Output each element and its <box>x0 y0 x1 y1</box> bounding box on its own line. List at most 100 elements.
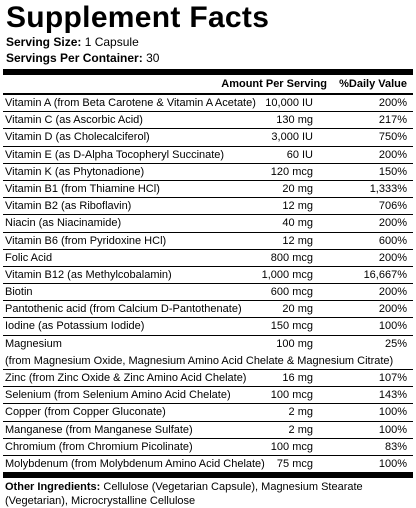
nutrient-amount: 100 mg <box>276 337 313 350</box>
table-row: Magnesium 100 mg 25% (from Magnesium Oxide,… <box>3 336 413 371</box>
nutrient-amount: 3,000 IU <box>271 131 313 144</box>
nutrient-name: Vitamin K (as Phytonadione) <box>5 165 145 178</box>
bottom-divider <box>3 473 413 479</box>
nutrient-daily-value: 100% <box>378 423 407 436</box>
table-row: Manganese (from Manganese Sulfate) 2 mg 10… <box>3 422 413 439</box>
servings-per-container: Servings Per Container: 30 <box>6 50 413 66</box>
servings-per-container-value: 30 <box>146 51 160 65</box>
nutrient-name: Magnesium <box>5 337 62 350</box>
nutrient-amount: 75 mcg <box>276 457 313 470</box>
nutrient-name: Pantothenic acid (from Calcium D-Pantoth… <box>5 303 242 316</box>
table-row: Chromium (from Chromium Picolinate) 100 m… <box>3 439 413 456</box>
table-row: Biotin 600 mcg 200% <box>3 284 413 302</box>
nutrient-amount: 100 mcg <box>270 440 313 453</box>
nutrient-daily-value: 1,333% <box>369 182 407 195</box>
nutrient-name: Vitamin B1 (from Thiamine HCl) <box>5 182 160 195</box>
nutrient-name: Vitamin C (as Ascorbic Acid) <box>5 114 143 127</box>
nutrient-amount: 12 mg <box>282 234 313 247</box>
nutrient-name: Selenium (from Selenium Amino Acid Chela… <box>5 389 231 402</box>
nutrient-table: Vitamin A (from Beta Carotene & Vitamin … <box>3 95 413 474</box>
other-ingredients: Other Ingredients: Cellulose (Vegetarian… <box>5 480 413 508</box>
nutrient-name: Vitamin A (from Beta Carotene & Vitamin … <box>5 97 256 109</box>
table-row: Vitamin B2 (as Riboflavin) 12 mg 706% <box>3 198 413 216</box>
nutrient-amount: 10,000 IU <box>265 97 313 109</box>
nutrient-name: Manganese (from Manganese Sulfate) <box>5 423 193 436</box>
nutrient-amount: 40 mg <box>282 217 313 230</box>
other-ingredients-label: Other Ingredients: <box>5 481 101 494</box>
nutrient-daily-value: 100% <box>378 457 407 470</box>
servings-per-container-label: Servings Per Container: <box>6 51 143 65</box>
nutrient-amount: 100 mcg <box>270 389 313 402</box>
thick-divider <box>3 69 413 75</box>
nutrient-name: Chromium (from Chromium Picolinate) <box>5 440 193 453</box>
nutrient-daily-value: 200% <box>378 148 407 161</box>
nutrient-amount: 800 mcg <box>270 251 313 264</box>
header-divider <box>3 93 413 95</box>
nutrient-daily-value: 100% <box>378 320 407 333</box>
table-row: Vitamin B6 (from Pyridoxine HCl) 12 mg 600… <box>3 233 413 250</box>
nutrient-daily-value: 100% <box>378 406 407 419</box>
nutrient-name: Vitamin D (as Cholecalciferol) <box>5 131 150 144</box>
nutrient-name: Niacin (as Niacinamide) <box>5 217 122 230</box>
table-row: Pantothenic acid (from Calcium D-Pantoth… <box>3 301 413 319</box>
nutrient-daily-value: 25% <box>384 337 407 350</box>
daily-value-header: %Daily Value <box>339 78 407 90</box>
amount-header: Amount Per Serving <box>221 78 327 90</box>
table-row: Vitamin E (as D-Alpha Tocopheryl Succina… <box>3 147 413 164</box>
nutrient-amount: 16 mg <box>282 372 313 385</box>
nutrient-daily-value: 200% <box>378 303 407 316</box>
nutrient-daily-value: 706% <box>378 200 407 213</box>
nutrient-daily-value: 143% <box>378 389 407 402</box>
nutrient-daily-value: 600% <box>378 234 407 247</box>
table-row: Iodine (as Potassium Iodide) 150 mcg 100% <box>3 318 413 336</box>
nutrient-amount: 12 mg <box>282 200 313 213</box>
table-row: Vitamin K (as Phytonadione) 120 mcg 150% <box>3 164 413 181</box>
nutrient-name: Vitamin E (as D-Alpha Tocopheryl Succina… <box>5 148 225 161</box>
table-row: Vitamin A (from Beta Carotene & Vitamin … <box>3 95 413 113</box>
nutrient-source: (from Magnesium Oxide, Magnesium Amino A… <box>5 354 394 367</box>
table-row: Vitamin B1 (from Thiamine HCl) 20 mg 1,333… <box>3 181 413 199</box>
nutrient-name: Biotin <box>5 286 33 299</box>
table-row: Vitamin B12 (as Methylcobalamin) 1,000 mc… <box>3 267 413 285</box>
table-row: Selenium (from Selenium Amino Acid Chela… <box>3 387 413 405</box>
nutrient-daily-value: 200% <box>378 217 407 230</box>
nutrient-daily-value: 200% <box>378 97 407 109</box>
nutrient-daily-value: 217% <box>378 114 407 127</box>
nutrient-name: Folic Acid <box>5 251 53 264</box>
nutrient-daily-value: 150% <box>378 165 407 178</box>
nutrient-amount: 60 IU <box>286 148 313 161</box>
nutrient-name: Vitamin B12 (as Methylcobalamin) <box>5 268 172 281</box>
nutrient-daily-value: 16,667% <box>363 268 407 281</box>
serving-size: Serving Size: 1 Capsule <box>6 34 413 50</box>
nutrient-daily-value: 750% <box>378 131 407 144</box>
nutrient-name: Vitamin B6 (from Pyridoxine HCl) <box>5 234 167 247</box>
nutrient-name: Zinc (from Zinc Oxide & Zinc Amino Acid … <box>5 372 247 385</box>
nutrient-amount: 130 mg <box>276 114 313 127</box>
table-header: Amount Per Serving %Daily Value <box>3 75 413 92</box>
nutrient-name: Vitamin B2 (as Riboflavin) <box>5 200 132 213</box>
nutrient-name: Molybdenum (from Molybdenum Amino Acid C… <box>5 457 265 470</box>
nutrient-amount: 1,000 mcg <box>261 268 313 281</box>
nutrient-amount: 150 mcg <box>270 320 313 333</box>
nutrient-name: Copper (from Copper Gluconate) <box>5 406 166 419</box>
serving-size-label: Serving Size: <box>6 35 82 49</box>
table-row: Copper (from Copper Gluconate) 2 mg 100% <box>3 404 413 422</box>
nutrient-name: Iodine (as Potassium Iodide) <box>5 320 145 333</box>
nutrient-amount: 600 mcg <box>270 286 313 299</box>
table-row: Folic Acid 800 mcg 200% <box>3 250 413 267</box>
table-row: Vitamin C (as Ascorbic Acid) 130 mg 217% <box>3 112 413 130</box>
nutrient-amount: 2 mg <box>288 423 313 436</box>
nutrient-daily-value: 83% <box>384 440 407 453</box>
nutrient-amount: 120 mcg <box>270 165 313 178</box>
table-row: Molybdenum (from Molybdenum Amino Acid C… <box>3 456 413 474</box>
nutrient-daily-value: 200% <box>378 251 407 264</box>
nutrient-amount: 20 mg <box>282 182 313 195</box>
page-title: Supplement Facts <box>6 1 270 34</box>
nutrient-amount: 20 mg <box>282 303 313 316</box>
serving-size-value: 1 Capsule <box>84 35 139 49</box>
supplement-facts-panel: Supplement Facts Serving Size: 1 Capsule… <box>3 2 413 508</box>
nutrient-daily-value: 107% <box>378 372 407 385</box>
nutrient-amount: 2 mg <box>288 406 313 419</box>
table-row: Niacin (as Niacinamide) 40 mg 200% <box>3 215 413 233</box>
table-row: Vitamin D (as Cholecalciferol) 3,000 IU 75… <box>3 129 413 147</box>
